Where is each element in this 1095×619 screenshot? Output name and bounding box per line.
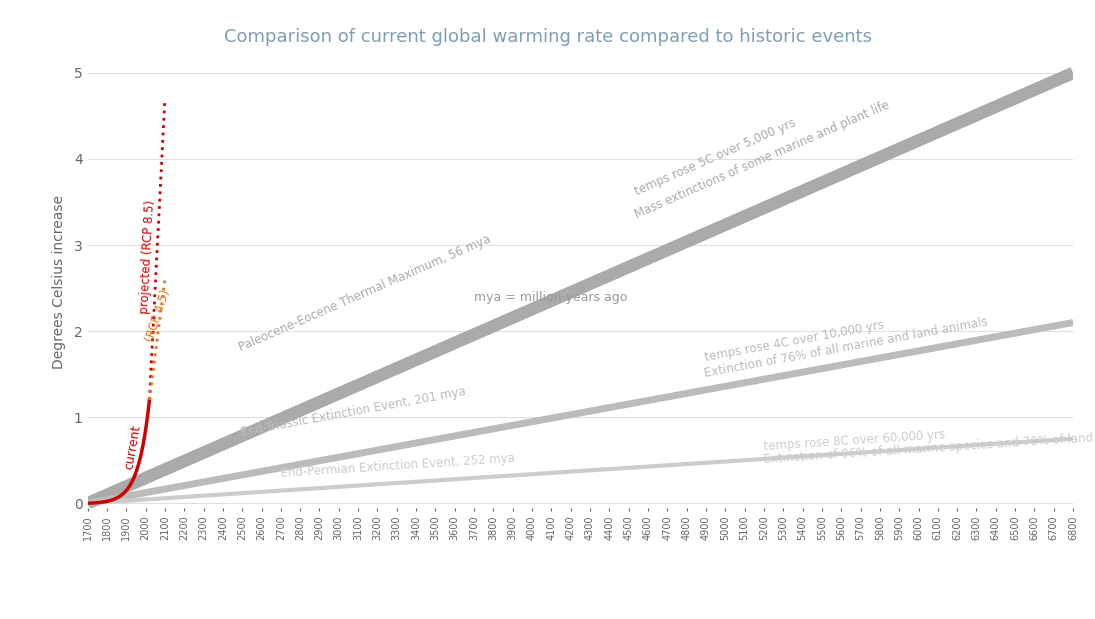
Text: Extinction of 96% of all marine species and 70% of land vertebrates: Extinction of 96% of all marine species … — [763, 426, 1095, 466]
Text: temps rose 5C over 5,000 yrs: temps rose 5C over 5,000 yrs — [633, 116, 798, 197]
Text: temps rose 8C over 60,000 yrs: temps rose 8C over 60,000 yrs — [763, 428, 946, 453]
Text: End-Triassic Extinction Event, 201 mya: End-Triassic Extinction Event, 201 mya — [240, 384, 468, 439]
Text: Mass extinctions of some marine and plant life: Mass extinctions of some marine and plan… — [633, 98, 891, 221]
Text: (RCP 4.5): (RCP 4.5) — [143, 288, 173, 344]
Text: temps rose 4C over 10,000 yrs: temps rose 4C over 10,000 yrs — [704, 318, 885, 364]
Text: projected (RCP 8.5): projected (RCP 8.5) — [138, 199, 158, 314]
Text: End-Permian Extinction Event, 252 mya: End-Permian Extinction Event, 252 mya — [280, 452, 516, 480]
Text: Comparison of current global warming rate compared to historic events: Comparison of current global warming rat… — [223, 28, 872, 46]
Text: current: current — [123, 424, 143, 470]
Text: Extinction of 76% of all marine and land animals: Extinction of 76% of all marine and land… — [704, 316, 989, 380]
Text: mya = million years ago: mya = million years ago — [474, 291, 627, 304]
Y-axis label: Degrees Celsius increase: Degrees Celsius increase — [51, 194, 66, 369]
Text: Paleocene-Eocene Thermal Maximum, 56 mya: Paleocene-Eocene Thermal Maximum, 56 mya — [237, 233, 493, 354]
